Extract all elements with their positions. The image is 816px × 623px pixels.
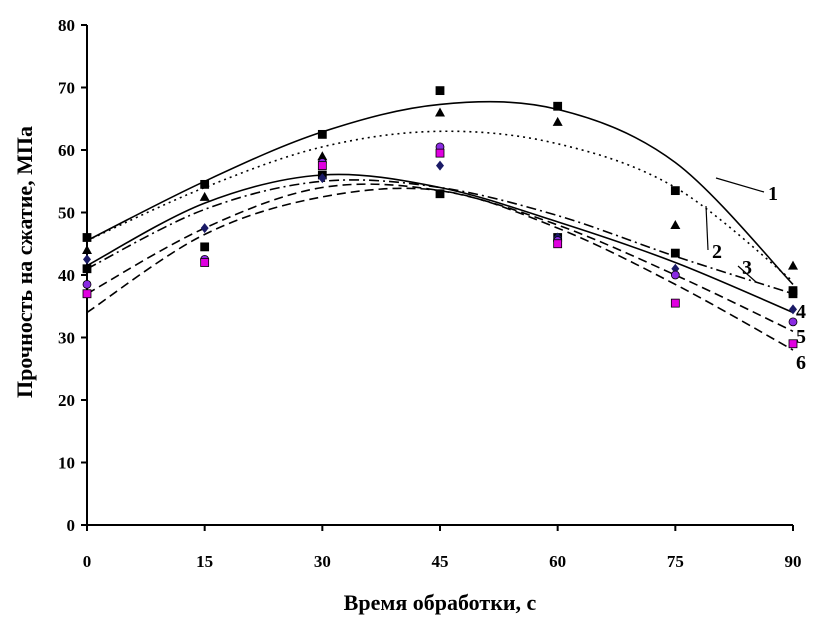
point-series-2 <box>317 151 328 161</box>
point-series-2 <box>199 191 210 201</box>
fit-curve-4 <box>86 173 794 314</box>
point-series-1 <box>553 101 563 111</box>
point-series-5 <box>670 270 680 280</box>
curve-label-1: 1 <box>768 183 778 205</box>
point-series-1 <box>200 179 210 189</box>
axes <box>86 25 793 526</box>
curve-label-6: 6 <box>796 352 806 374</box>
point-series-6 <box>317 161 327 171</box>
point-series-1 <box>82 233 92 242</box>
point-series-6 <box>200 258 210 267</box>
point-series-3 <box>200 242 210 252</box>
y-tick-label: 60 <box>58 141 75 160</box>
point-series-1 <box>670 186 680 196</box>
y-tick-label: 50 <box>58 204 75 223</box>
y-tick-label: 30 <box>58 329 75 348</box>
point-series-2 <box>82 245 92 254</box>
point-series-6 <box>435 148 445 158</box>
y-axis-title: Прочность на сжатие, МПа <box>12 126 37 398</box>
point-series-2 <box>670 220 681 229</box>
point-series-6 <box>553 239 563 249</box>
fit-curve-5 <box>86 183 794 333</box>
point-series-5 <box>788 317 798 327</box>
x-tick-label: 45 <box>432 552 449 571</box>
point-series-4 <box>83 254 91 265</box>
data-markers <box>82 86 798 349</box>
point-series-1 <box>317 129 327 139</box>
x-tick-label: 15 <box>196 552 213 571</box>
point-series-1 <box>435 86 445 96</box>
point-series-4 <box>436 160 444 171</box>
fit-curves <box>86 100 794 351</box>
point-series-4 <box>200 223 209 234</box>
curve-label-5: 5 <box>796 326 806 348</box>
point-series-6 <box>788 339 798 349</box>
callout-line-2 <box>705 205 709 251</box>
callout-line-3 <box>737 265 757 283</box>
x-tick-label: 30 <box>314 552 331 571</box>
x-tick-label: 60 <box>549 552 566 571</box>
point-series-6 <box>82 289 92 299</box>
x-tick-label: 75 <box>667 552 684 571</box>
x-axis-title: Время обработки, с <box>344 590 537 615</box>
y-tick-label: 40 <box>58 266 75 285</box>
y-tick-label: 80 <box>58 16 75 35</box>
point-series-4 <box>789 304 797 315</box>
point-series-5 <box>82 279 92 289</box>
fit-curve-6 <box>86 187 794 351</box>
point-series-3 <box>670 248 680 258</box>
point-series-2 <box>435 107 445 117</box>
point-series-3 <box>435 189 445 199</box>
point-series-6 <box>670 298 680 308</box>
point-series-2 <box>788 260 798 270</box>
point-series-3 <box>788 289 798 299</box>
x-tick-label: 0 <box>83 552 92 571</box>
y-tick-label: 0 <box>67 516 76 535</box>
y-tick-label: 20 <box>58 391 75 410</box>
y-tick-label: 70 <box>58 79 75 98</box>
point-series-4 <box>318 173 327 184</box>
x-tick-label: 90 <box>785 552 802 571</box>
ticks: 0 10 20 30 40 50 60 70 80 0 15 30 45 60 75 90 <box>58 16 802 571</box>
curve-label-3: 3 <box>742 257 752 279</box>
point-series-2 <box>552 116 563 126</box>
point-series-3 <box>82 264 92 274</box>
curve-label-4: 4 <box>796 301 806 323</box>
callout-line-1 <box>715 177 765 193</box>
curve-label-2: 2 <box>712 241 722 263</box>
y-tick-label: 10 <box>58 454 75 473</box>
